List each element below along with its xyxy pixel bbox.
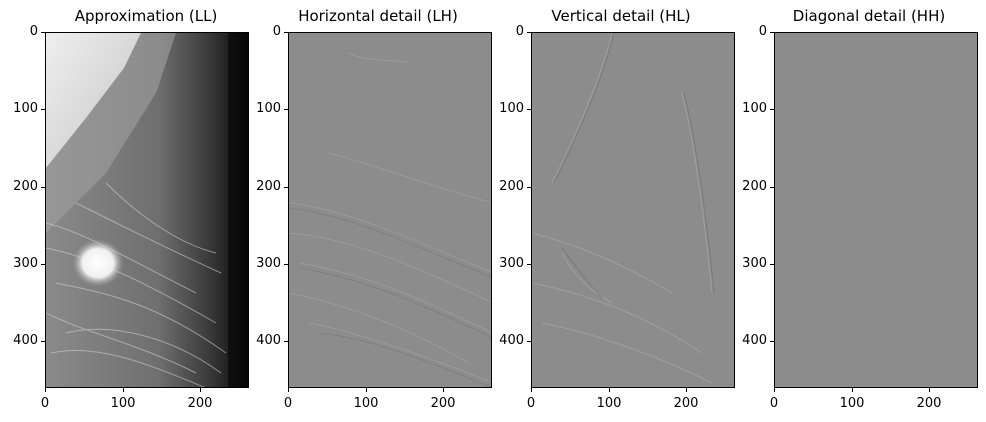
y-tickmark: [41, 32, 45, 33]
y-tickmark: [527, 109, 531, 110]
y-tickmark: [770, 109, 774, 110]
y-tick-label: 100: [742, 101, 767, 116]
x-tick-label: 200: [916, 396, 942, 411]
y-tickmark: [770, 187, 774, 188]
panel-hl: Vertical detail (HL) 0 100 200 300 400 0: [486, 0, 735, 422]
y-tickmark: [527, 32, 531, 33]
x-tickmark: [686, 388, 687, 392]
y-tickmark: [527, 341, 531, 342]
y-tick-label: 400: [499, 333, 524, 348]
x-tickmark: [200, 388, 201, 392]
x-tickmark: [852, 388, 853, 392]
x-tickmark: [774, 388, 775, 392]
panel-title: Vertical detail (HL): [551, 7, 691, 25]
y-tick-label: 400: [13, 333, 38, 348]
y-tick-label: 0: [515, 24, 524, 39]
y-tick-label: 100: [256, 101, 281, 116]
y-tickmark: [770, 32, 774, 33]
vertical-detail-image: [532, 33, 715, 384]
image-hl: [531, 32, 735, 388]
x-tick-label: 100: [596, 396, 622, 411]
y-tick-label: 0: [758, 24, 767, 39]
x-tickmark: [366, 388, 367, 392]
x-tickmark: [45, 388, 46, 392]
y-tickmark: [41, 341, 45, 342]
image-hh: [774, 32, 978, 388]
y-tickmark: [284, 187, 288, 188]
y-tick-label: 100: [13, 101, 38, 116]
y-tick-label: 400: [256, 333, 281, 348]
y-tick-label: 300: [256, 256, 281, 271]
x-tick-label: 200: [430, 396, 456, 411]
x-tick-label: 0: [769, 396, 779, 411]
panel-hh: Diagonal detail (HH) 0 100 200 300 400 0…: [729, 0, 978, 422]
panel-title: Diagonal detail (HH): [792, 7, 946, 25]
y-tick-label: 300: [499, 256, 524, 271]
image-ll: [45, 32, 249, 388]
y-tick-label: 200: [499, 179, 524, 194]
y-tick-label: 400: [742, 333, 767, 348]
y-tick-label: 200: [742, 179, 767, 194]
x-tickmark: [288, 388, 289, 392]
panel-title: Horizontal detail (LH): [298, 7, 458, 25]
y-tickmark: [284, 264, 288, 265]
y-tick-label: 200: [256, 179, 281, 194]
y-tickmark: [41, 187, 45, 188]
panel-lh: Horizontal detail (LH) 0 100 200 300 400: [243, 0, 492, 422]
y-tick-label: 200: [13, 179, 38, 194]
y-tickmark: [41, 264, 45, 265]
y-tick-label: 0: [29, 24, 38, 39]
horizontal-detail-image: [289, 52, 491, 387]
y-tick-label: 0: [272, 24, 281, 39]
x-tickmark: [123, 388, 124, 392]
panel-title: Approximation (LL): [74, 7, 218, 25]
y-tickmark: [770, 264, 774, 265]
panel-ll: Approximation (LL): [0, 0, 249, 422]
x-tickmark: [443, 388, 444, 392]
x-tick-label: 0: [283, 396, 293, 411]
diagonal-detail-image: [775, 33, 977, 387]
x-tickmark: [609, 388, 610, 392]
y-tickmark: [527, 187, 531, 188]
y-tickmark: [284, 32, 288, 33]
x-tick-label: 100: [110, 396, 136, 411]
x-tick-label: 100: [839, 396, 865, 411]
y-tick-label: 300: [742, 256, 767, 271]
y-tickmark: [284, 109, 288, 110]
x-tickmark: [531, 388, 532, 392]
x-tick-label: 0: [526, 396, 536, 411]
x-tickmark: [929, 388, 930, 392]
x-tick-label: 0: [40, 396, 50, 411]
y-tick-label: 100: [499, 101, 524, 116]
y-tickmark: [527, 264, 531, 265]
x-tick-label: 200: [673, 396, 699, 411]
image-lh: [288, 32, 492, 388]
y-tick-label: 300: [13, 256, 38, 271]
y-tickmark: [770, 341, 774, 342]
x-tick-label: 200: [187, 396, 213, 411]
y-tickmark: [284, 341, 288, 342]
x-tick-label: 100: [353, 396, 379, 411]
approximation-image: [46, 33, 248, 387]
y-tickmark: [41, 109, 45, 110]
